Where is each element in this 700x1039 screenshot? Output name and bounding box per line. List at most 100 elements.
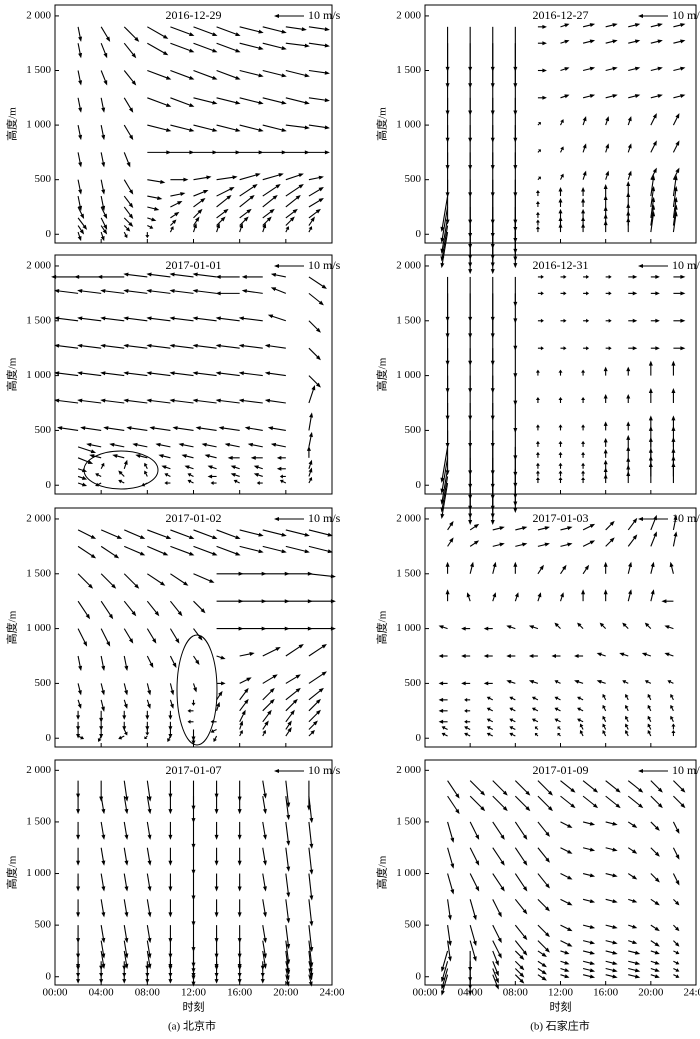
arrow-head: [490, 333, 495, 339]
wind-vector: [100, 529, 123, 539]
arrow-shaft: [285, 196, 299, 208]
wind-vector: [513, 320, 518, 351]
arrow-head: [535, 226, 540, 230]
arrow-head: [168, 809, 173, 815]
arrow-head: [253, 473, 259, 477]
arrow-shaft: [285, 689, 299, 701]
wind-vector: [537, 940, 550, 953]
arrow-head: [318, 187, 324, 192]
arrow-head: [212, 127, 218, 132]
arrow-head: [309, 946, 314, 953]
arrow-head: [315, 698, 321, 704]
wind-vector: [438, 708, 448, 713]
arrow-head: [535, 200, 540, 204]
arrow-head: [301, 27, 307, 32]
wind-vector: [239, 571, 267, 576]
arrow-shaft: [123, 950, 128, 967]
arrow-head: [602, 730, 606, 734]
wind-vector: [492, 526, 505, 531]
arrow-head: [589, 940, 596, 945]
wind-vector: [560, 795, 576, 809]
arrow-head: [191, 981, 196, 987]
arrow-head: [99, 979, 104, 984]
arrow-head: [321, 284, 327, 289]
arrow-head: [164, 481, 168, 486]
wind-vector: [193, 26, 218, 36]
arrow-head: [628, 589, 632, 595]
arrow-head: [172, 426, 178, 431]
wind-vector: [440, 482, 449, 520]
wind-vector: [239, 730, 243, 737]
arrow-head: [103, 224, 108, 230]
arrow-head: [544, 947, 550, 953]
wind-vector: [144, 735, 148, 740]
arrow-head: [464, 719, 468, 724]
wind-vector: [582, 974, 596, 979]
arrow-head: [438, 681, 444, 686]
wind-vector: [672, 821, 680, 834]
wind-vector: [535, 470, 540, 477]
arrow-head: [79, 229, 85, 235]
wind-vector: [624, 693, 629, 701]
arrow-head: [146, 703, 151, 709]
arrow-shaft: [100, 847, 105, 863]
wind-vector: [308, 347, 321, 361]
arrow-head: [624, 730, 629, 734]
arrow-head: [169, 398, 175, 403]
arrow-head: [78, 134, 83, 141]
arrow-head: [513, 373, 518, 379]
arrow-shaft: [123, 42, 135, 57]
arrow-head: [638, 264, 643, 268]
arrow-head: [542, 95, 547, 100]
wind-vector: [237, 873, 242, 892]
wind-vector: [441, 950, 449, 972]
arrow-head: [309, 412, 314, 418]
arrow-shaft: [285, 925, 290, 947]
wind-vector: [605, 39, 618, 44]
arrow-head: [522, 950, 528, 956]
wind-vector: [100, 925, 106, 944]
wind-vector: [147, 529, 172, 540]
arrow-shaft: [146, 796, 151, 812]
wind-vector: [582, 143, 587, 153]
wind-vector: [239, 652, 255, 657]
wind-vector: [215, 316, 240, 322]
wind-vector: [77, 225, 85, 235]
wind-vector: [170, 219, 177, 226]
arrow-shaft: [158, 443, 171, 448]
wind-vector: [537, 847, 550, 863]
arrow-head: [147, 690, 152, 696]
arrow-head: [239, 730, 243, 734]
arrow-head: [168, 972, 173, 978]
wind-vector: [624, 704, 629, 712]
arrow-shaft: [605, 780, 619, 792]
arrow-head: [445, 110, 450, 116]
caption: (a) 北京市: [168, 1019, 216, 1033]
wind-vector: [239, 626, 267, 631]
arrow-head: [235, 535, 241, 540]
arrow-head: [101, 665, 106, 672]
wind-vector: [622, 622, 629, 629]
arrow-head: [654, 942, 660, 947]
wind-vector: [483, 654, 493, 659]
wind-vector: [447, 537, 454, 547]
arrow-head: [147, 860, 152, 866]
arrow-shaft: [308, 925, 313, 950]
wind-vector: [648, 388, 653, 404]
wind-vector: [239, 184, 258, 197]
arrow-head: [287, 720, 292, 726]
wind-vector: [170, 573, 189, 586]
wind-vector: [492, 592, 497, 602]
arrow-head: [631, 849, 638, 854]
panel-date: 2017-01-07: [166, 763, 222, 777]
wind-vector: [100, 124, 106, 141]
arrow-head: [128, 202, 134, 209]
arrow-head: [440, 256, 445, 262]
arrow-head: [286, 943, 291, 950]
scale-label: 10 m/s: [308, 511, 341, 525]
arrow-shaft: [492, 950, 499, 964]
arrow-head: [648, 388, 653, 394]
arrow-head: [295, 674, 301, 679]
wind-vector: [170, 150, 195, 155]
wind-vector: [77, 343, 102, 349]
